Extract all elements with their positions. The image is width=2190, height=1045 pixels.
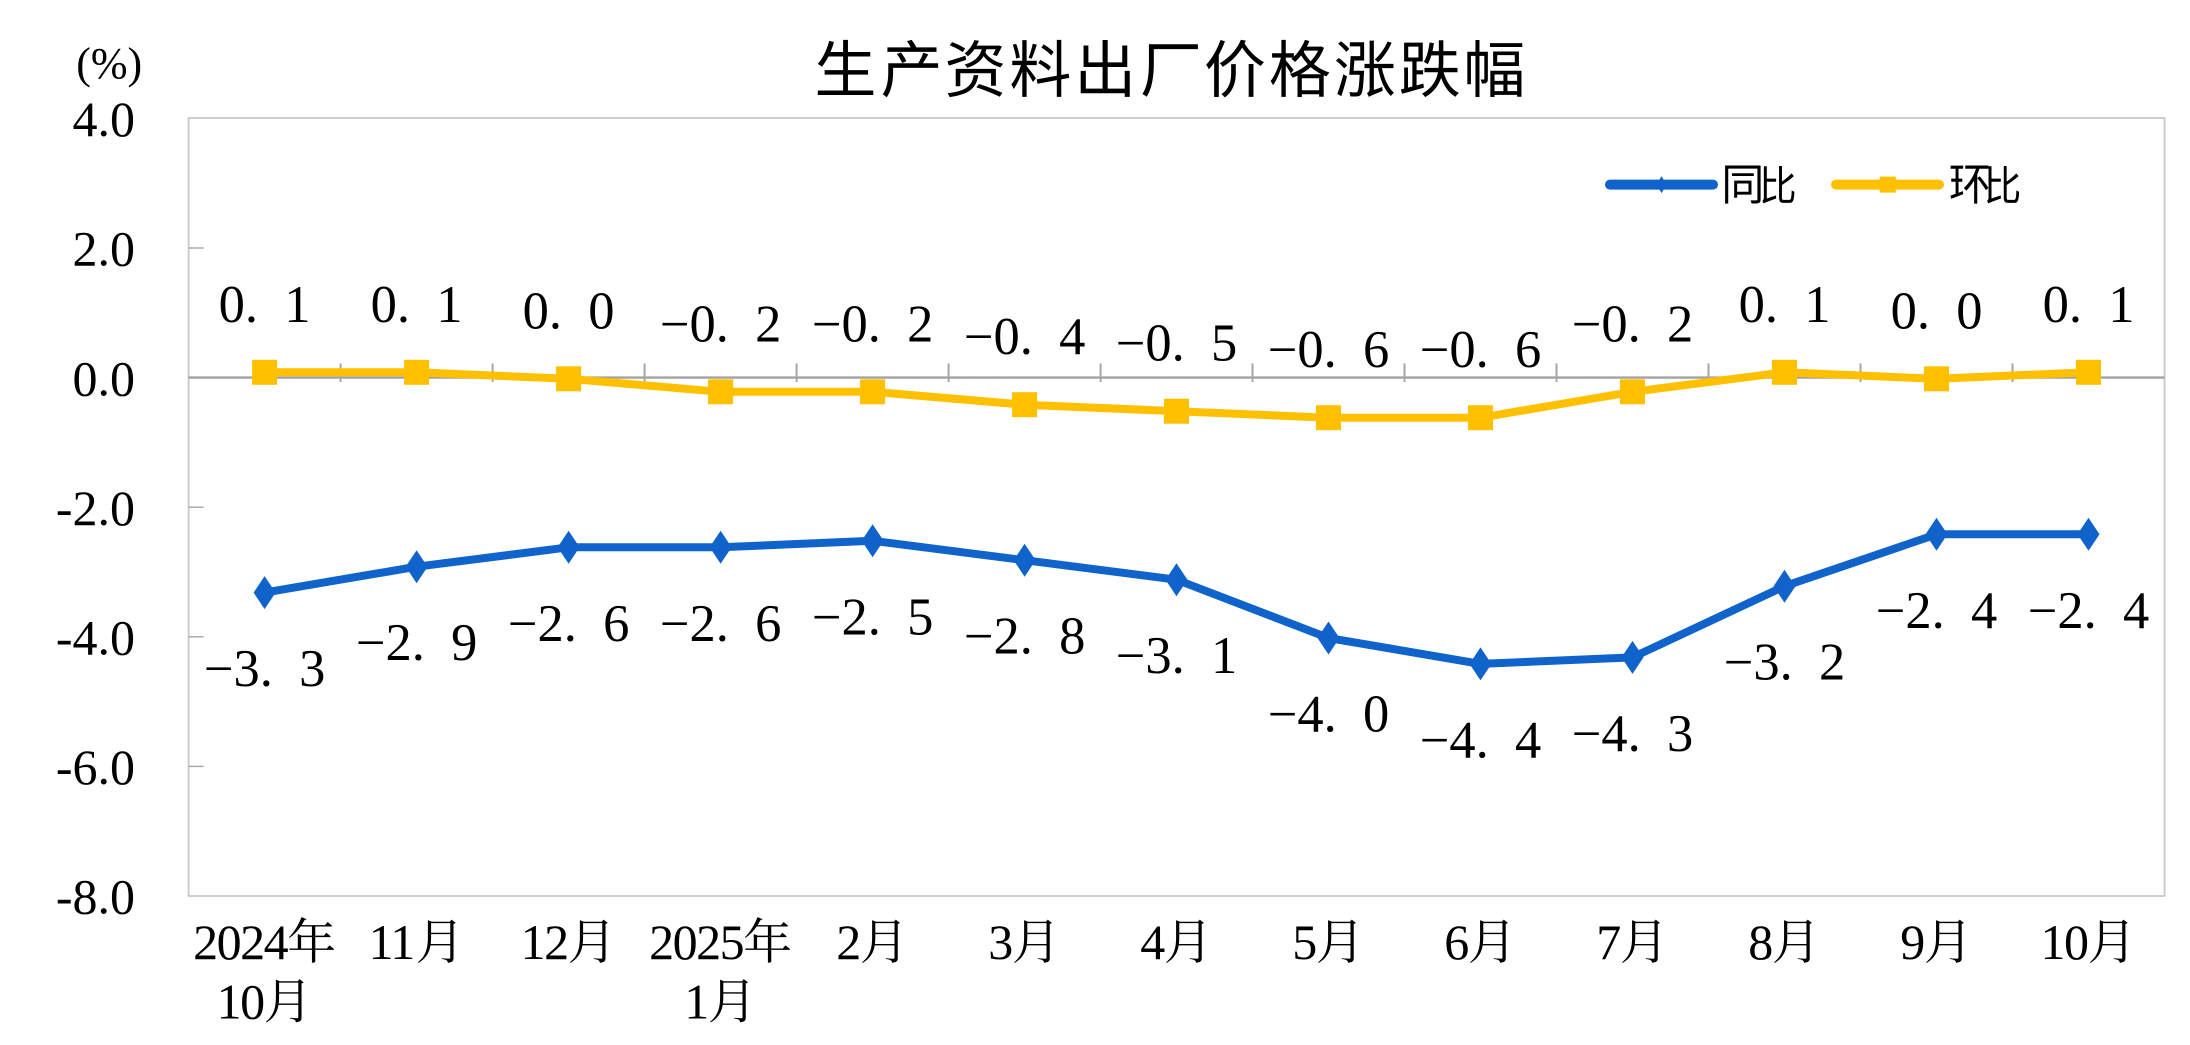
svg-text:0. 0: 0. 0	[523, 282, 615, 340]
svg-text:9: 9	[1900, 914, 1924, 970]
svg-text:−3. 2: −3. 2	[1724, 634, 1845, 692]
svg-text:0. 1: 0. 1	[1739, 276, 1831, 334]
svg-text:-8.0: -8.0	[56, 869, 135, 925]
svg-text:2025: 2025	[649, 914, 744, 970]
svg-text:4: 4	[1140, 914, 1165, 970]
svg-text:0.0: 0.0	[73, 350, 136, 406]
svg-text:1: 1	[684, 974, 708, 1030]
svg-text:−2. 8: −2. 8	[964, 608, 1085, 666]
svg-text:−4. 0: −4. 0	[1268, 686, 1389, 744]
svg-text:−0. 2: −0. 2	[1572, 295, 1693, 353]
svg-text:−4. 4: −4. 4	[1420, 711, 1541, 769]
svg-text:-4.0: -4.0	[56, 610, 135, 666]
svg-text:2: 2	[836, 914, 860, 970]
svg-text:(%): (%)	[76, 39, 142, 88]
svg-text:−3. 3: −3. 3	[204, 640, 325, 698]
svg-text:4.0: 4.0	[73, 91, 136, 147]
svg-text:0. 1: 0. 1	[2043, 276, 2135, 334]
svg-text:2024: 2024	[193, 914, 289, 970]
svg-text:0. 1: 0. 1	[371, 276, 463, 334]
svg-text:−0. 6: −0. 6	[1268, 321, 1389, 379]
svg-text:−3. 1: −3. 1	[1116, 627, 1237, 685]
svg-text:5: 5	[1292, 914, 1316, 970]
svg-text:12: 12	[521, 914, 568, 970]
svg-text:7: 7	[1596, 914, 1620, 970]
svg-text:−2. 4: −2. 4	[2028, 582, 2149, 640]
svg-text:−0. 5: −0. 5	[1116, 315, 1237, 373]
svg-text:10: 10	[217, 974, 265, 1030]
svg-text:-2.0: -2.0	[56, 480, 135, 536]
svg-text:−0. 4: −0. 4	[964, 308, 1085, 366]
svg-text:8: 8	[1748, 914, 1772, 970]
svg-text:−2. 9: −2. 9	[356, 614, 477, 672]
svg-text:−0. 2: −0. 2	[812, 295, 933, 353]
svg-text:0. 1: 0. 1	[219, 276, 311, 334]
svg-text:10: 10	[2041, 914, 2089, 970]
svg-text:−4. 3: −4. 3	[1572, 705, 1693, 763]
svg-text:3: 3	[988, 914, 1012, 970]
svg-text:2.0: 2.0	[73, 221, 136, 277]
svg-text:−2. 4: −2. 4	[1876, 582, 1997, 640]
svg-text:−0. 6: −0. 6	[1420, 321, 1541, 379]
svg-text:11: 11	[369, 914, 414, 970]
svg-text:0. 0: 0. 0	[1891, 282, 1983, 340]
svg-text:−2. 6: −2. 6	[508, 595, 629, 653]
svg-text:−2. 5: −2. 5	[812, 588, 933, 646]
svg-text:−2. 6: −2. 6	[660, 595, 781, 653]
svg-text:−0. 2: −0. 2	[660, 295, 781, 353]
svg-text:6: 6	[1444, 914, 1468, 970]
svg-text:-6.0: -6.0	[56, 739, 135, 795]
